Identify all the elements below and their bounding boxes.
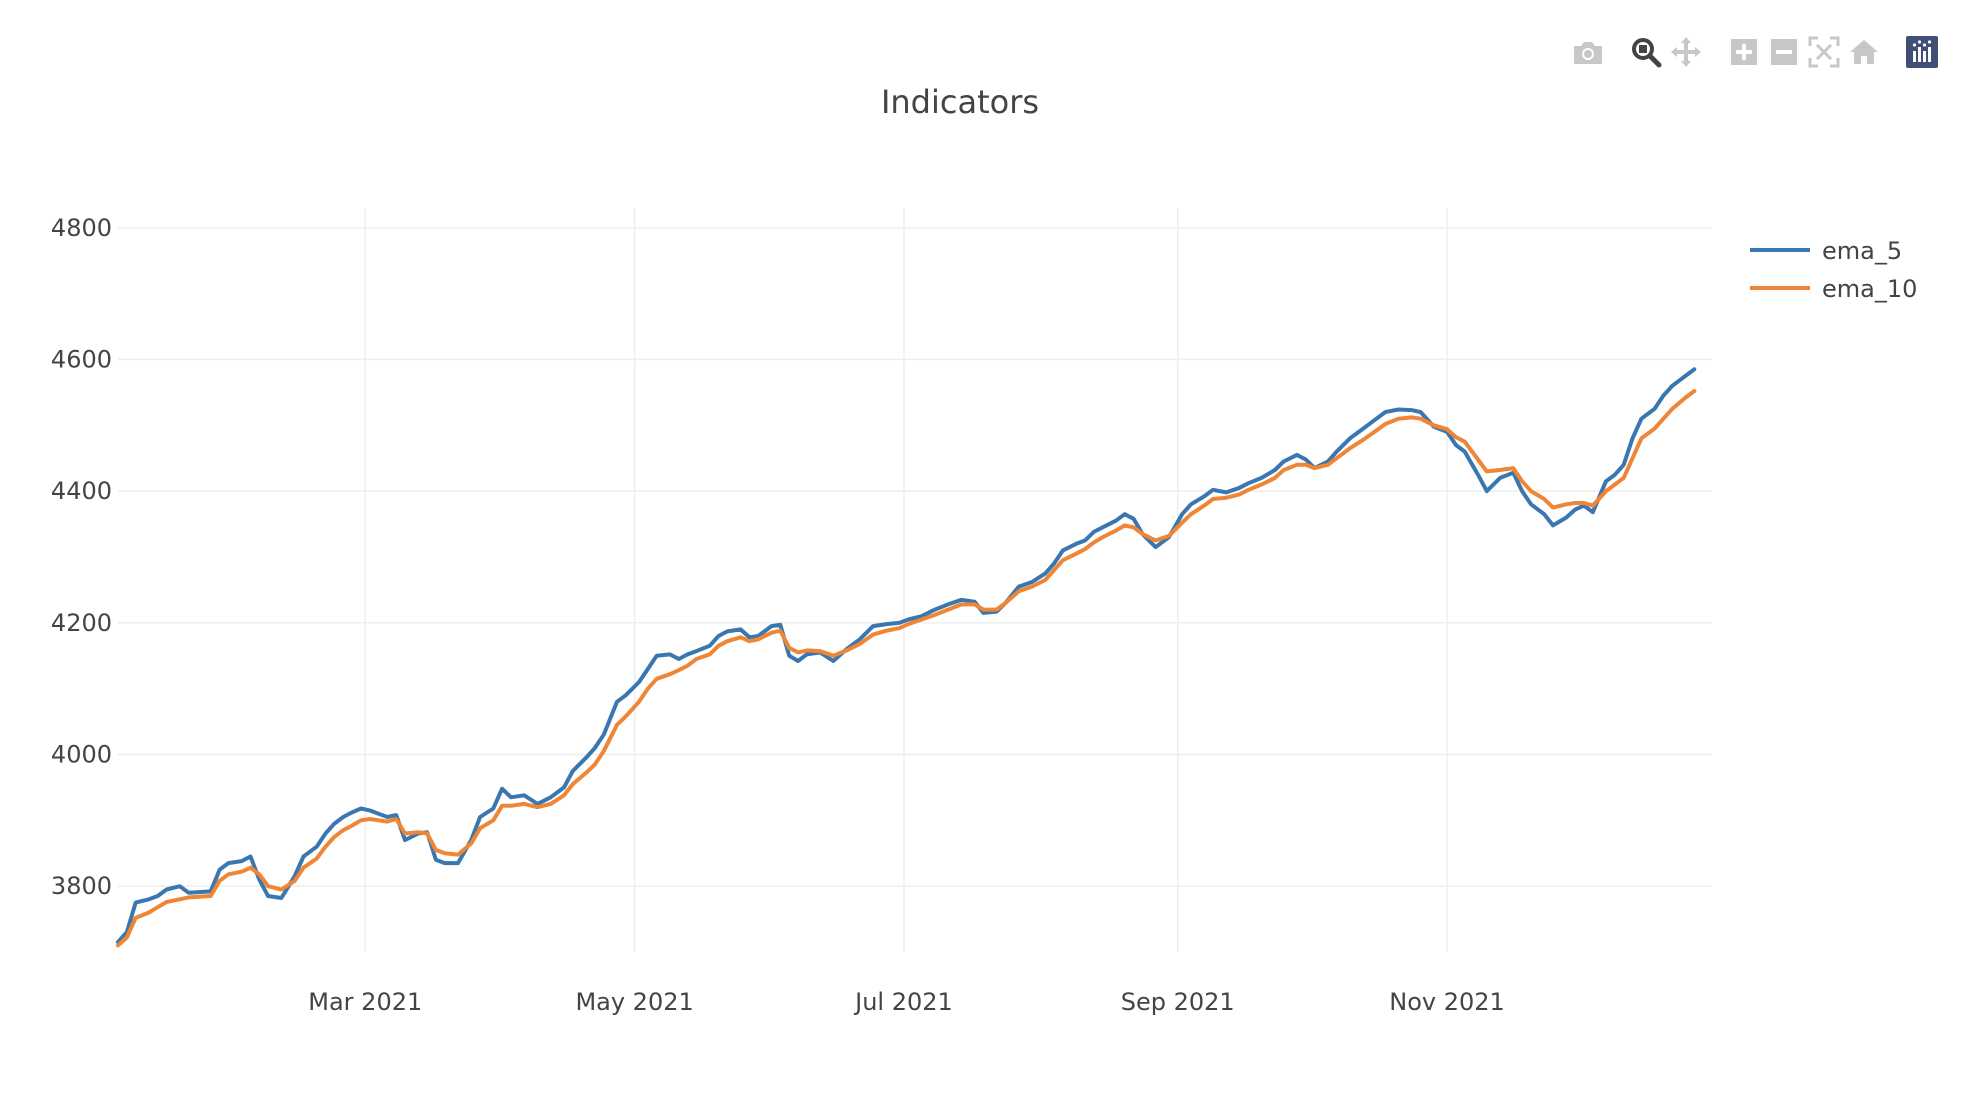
series-layer	[116, 367, 1697, 948]
plotly-logo-button[interactable]	[1902, 32, 1942, 72]
y-tick-label: 4000	[51, 740, 112, 768]
legend-label: ema_10	[1822, 275, 1917, 303]
y-tick-label: 3800	[51, 872, 112, 900]
legend-label: ema_5	[1822, 237, 1902, 265]
x-tick-label: Mar 2021	[308, 988, 422, 1016]
legend-item-ema-5[interactable]: ema_5	[1750, 237, 1902, 265]
pan-button[interactable]	[1666, 32, 1706, 72]
plotly-logo-icon	[1906, 36, 1938, 68]
y-axis-ticks: 3800 4000 4200 4400 4600 4800	[51, 214, 112, 900]
series-line-ema-5	[116, 367, 1697, 945]
reset-axes-button[interactable]	[1844, 32, 1884, 72]
x-tick-label: Sep 2021	[1121, 988, 1235, 1016]
x-gridlines	[364, 208, 1448, 952]
zoom-icon	[1632, 38, 1662, 68]
home-icon	[1850, 40, 1878, 64]
x-tick-label: May 2021	[575, 988, 693, 1016]
y-tick-label: 4200	[51, 609, 112, 637]
x-tick-label: Nov 2021	[1389, 988, 1505, 1016]
legend-item-ema-10[interactable]: ema_10	[1750, 275, 1917, 303]
zoom-out-icon	[1771, 39, 1797, 65]
y-gridlines	[118, 227, 1712, 887]
zoom-in-button[interactable]	[1724, 32, 1764, 72]
modebar	[1568, 32, 1942, 72]
x-axis-ticks: Mar 2021 May 2021 Jul 2021 Sep 2021 Nov 2021	[308, 988, 1505, 1016]
x-tick-label: Jul 2021	[853, 988, 953, 1016]
zoom-button[interactable]	[1626, 32, 1666, 72]
y-tick-label: 4400	[51, 477, 112, 505]
zoom-in-icon	[1731, 39, 1757, 65]
series-line-ema-10	[116, 389, 1697, 948]
autoscale-icon	[1808, 36, 1840, 68]
y-tick-label: 4800	[51, 214, 112, 242]
camera-button[interactable]	[1568, 32, 1608, 72]
zoom-out-button[interactable]	[1764, 32, 1804, 72]
pan-icon	[1671, 37, 1701, 67]
camera-icon	[1574, 42, 1602, 64]
y-tick-label: 4600	[51, 345, 112, 373]
autoscale-button[interactable]	[1804, 32, 1844, 72]
legend[interactable]: ema_5 ema_10	[1750, 237, 1917, 303]
chart-title: Indicators	[881, 83, 1039, 121]
